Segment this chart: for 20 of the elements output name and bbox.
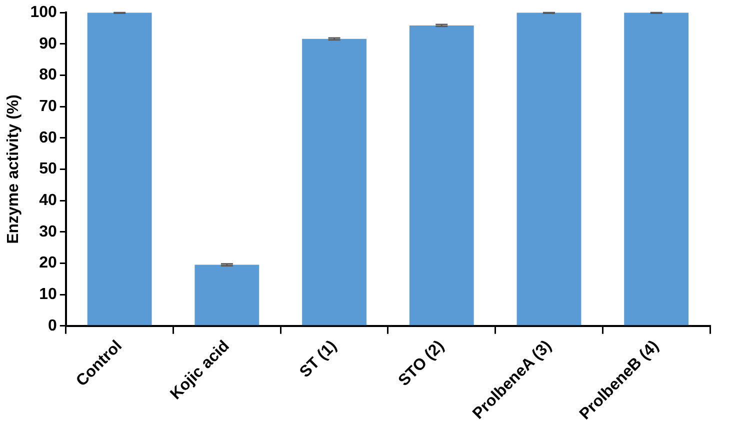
- y-tick-label: 90: [39, 35, 57, 52]
- y-tick-label: 100: [30, 4, 57, 22]
- bar: [194, 264, 260, 326]
- bar: [87, 12, 152, 326]
- bar: [409, 25, 474, 326]
- x-tick-label: ST (1): [296, 338, 340, 382]
- y-axis-title: Enzyme activity (%): [5, 94, 22, 244]
- y-tick-label: 60: [39, 129, 57, 146]
- y-tick-label: 30: [39, 223, 57, 240]
- y-tick-label: 0: [48, 317, 57, 334]
- y-tick-label: 70: [39, 98, 57, 115]
- x-tick-label: STO (2): [396, 338, 448, 390]
- y-tick-label: 50: [39, 160, 57, 178]
- bar: [516, 12, 582, 326]
- y-tick-label: 10: [39, 286, 57, 303]
- bar: [302, 38, 366, 326]
- bar: [624, 12, 689, 326]
- y-tick-label: 40: [39, 192, 57, 209]
- y-tick-label: 20: [39, 254, 57, 272]
- y-tick-label: 80: [39, 66, 57, 84]
